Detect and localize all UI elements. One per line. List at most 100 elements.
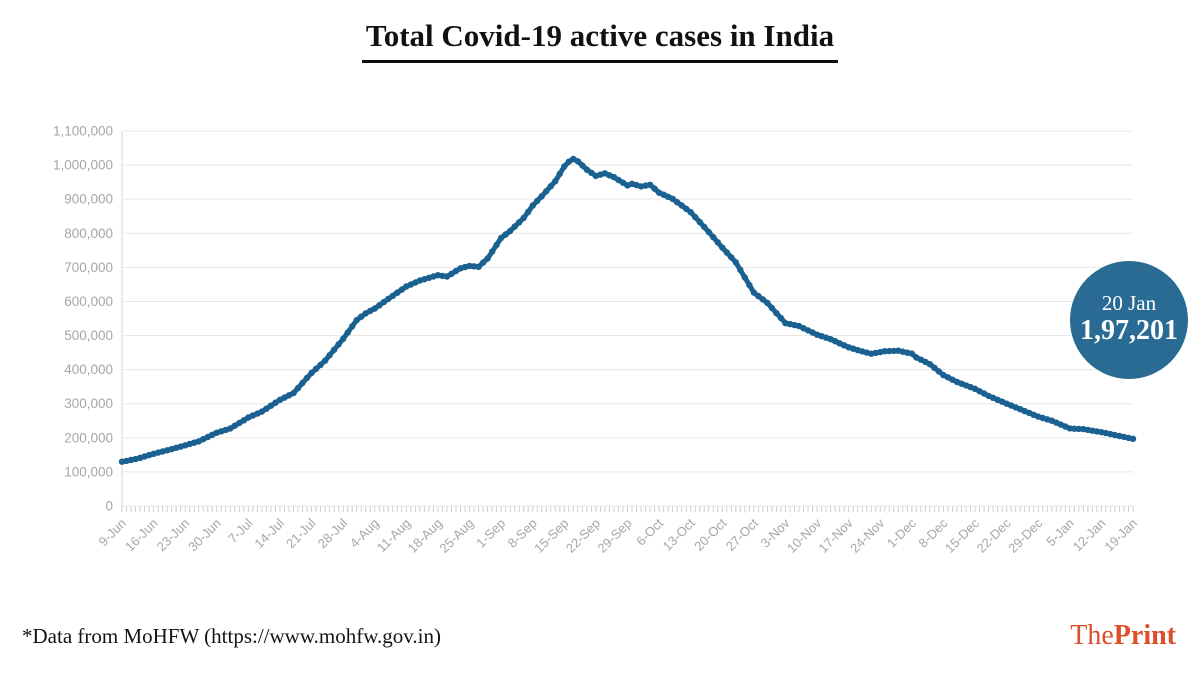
- data-point: [394, 289, 401, 296]
- data-point: [497, 234, 505, 242]
- data-point: [1075, 425, 1083, 433]
- page-title: Total Covid-19 active cases in India: [361, 18, 839, 63]
- data-point: [376, 302, 383, 309]
- data-point: [579, 162, 586, 169]
- theprint-logo-print: Print: [1113, 620, 1176, 651]
- x-axis-label: 20-Oct: [691, 515, 729, 553]
- x-axis-label: 10-Nov: [784, 515, 825, 556]
- x-axis-label: 21-Jul: [283, 515, 319, 551]
- data-point: [529, 202, 536, 209]
- data-point: [764, 299, 771, 307]
- x-axis-label: 15-Dec: [942, 515, 983, 556]
- x-axis-label: 14-Jul: [251, 515, 287, 551]
- data-point: [678, 202, 685, 209]
- x-axis-label: 16-Jun: [122, 516, 161, 555]
- data-point: [308, 369, 315, 377]
- data-point: [335, 341, 342, 348]
- data-point: [543, 188, 550, 195]
- x-axis-label: 28-Jul: [315, 515, 351, 551]
- data-point: [683, 205, 690, 212]
- data-point: [737, 266, 744, 274]
- y-axis-label: 900,000: [64, 192, 113, 207]
- y-axis-label: 300,000: [64, 396, 113, 411]
- data-point: [488, 248, 496, 255]
- data-point: [340, 335, 347, 342]
- data-point: [931, 364, 938, 371]
- data-point: [687, 209, 694, 216]
- data-point: [719, 244, 726, 251]
- x-axis-label: 19-Jan: [1101, 516, 1140, 555]
- page-title-wrap: Total Covid-19 active cases in India: [0, 18, 1200, 63]
- data-point: [773, 309, 780, 317]
- data-point: [768, 304, 776, 312]
- x-axis-label: 30-Jun: [185, 516, 224, 555]
- y-axis-label: 1,000,000: [53, 158, 113, 173]
- y-axis-label: 400,000: [64, 362, 113, 377]
- data-point: [326, 352, 333, 359]
- x-axis-label: 1-Sep: [473, 516, 508, 551]
- data-point: [321, 357, 329, 364]
- x-axis-label: 27-Oct: [723, 515, 761, 553]
- data-point: [380, 298, 387, 306]
- data-point: [673, 199, 681, 206]
- data-point: [511, 223, 518, 230]
- data-point: [344, 329, 351, 336]
- data-line: [119, 156, 1136, 465]
- data-point: [741, 274, 748, 281]
- x-axis-label: 15-Sep: [531, 516, 571, 556]
- data-point: [935, 368, 943, 375]
- y-axis-label: 700,000: [64, 260, 113, 275]
- data-point: [890, 347, 897, 355]
- data-point: [303, 374, 311, 382]
- data-point: [475, 263, 482, 270]
- data-point: [777, 314, 785, 322]
- data-point: [574, 158, 582, 165]
- x-axis-label: 29-Dec: [1005, 515, 1046, 556]
- data-point: [534, 197, 541, 205]
- data-point: [908, 350, 915, 357]
- x-axis-label: 12-Jan: [1070, 516, 1109, 555]
- y-axis-label: 100,000: [64, 464, 113, 479]
- y-axis-label: 1,100,000: [53, 124, 113, 139]
- data-point: [723, 249, 730, 256]
- data-point: [669, 195, 676, 202]
- data-point: [371, 305, 378, 312]
- data-point: [556, 170, 563, 177]
- y-axis-label: 500,000: [64, 328, 113, 343]
- source-note: *Data from MoHFW (https://www.mohfw.gov.…: [22, 624, 441, 648]
- theprint-logo-the: The: [1070, 620, 1114, 651]
- data-point: [299, 379, 306, 387]
- data-point: [588, 169, 595, 176]
- data-point: [294, 384, 302, 392]
- data-point: [493, 241, 500, 249]
- data-point: [358, 313, 365, 320]
- data-point: [502, 231, 509, 238]
- x-axis-label: 29-Sep: [594, 516, 634, 556]
- data-point: [583, 166, 591, 173]
- data-point: [349, 323, 356, 330]
- data-point: [520, 214, 527, 222]
- data-point: [1071, 425, 1078, 432]
- data-point: [330, 346, 338, 353]
- data-point: [696, 218, 703, 226]
- data-point: [926, 361, 934, 368]
- data-point: [710, 234, 717, 241]
- data-point: [398, 286, 405, 293]
- data-point: [692, 213, 699, 221]
- data-point: [290, 389, 297, 397]
- data-point: [484, 255, 491, 262]
- data-point: [886, 347, 893, 355]
- data-point: [312, 365, 320, 372]
- x-axis-label: 22-Dec: [973, 515, 1014, 556]
- data-point: [552, 178, 559, 185]
- data-point: [701, 223, 708, 231]
- data-point: [750, 289, 758, 296]
- theprint-logo: ThePrint: [1070, 620, 1176, 652]
- x-axis-label: 13-Oct: [660, 515, 698, 553]
- data-point: [507, 227, 514, 235]
- data-point: [651, 185, 658, 192]
- data-point: [759, 296, 767, 303]
- x-axis-label: 25-Aug: [436, 516, 476, 556]
- data-point: [538, 193, 545, 200]
